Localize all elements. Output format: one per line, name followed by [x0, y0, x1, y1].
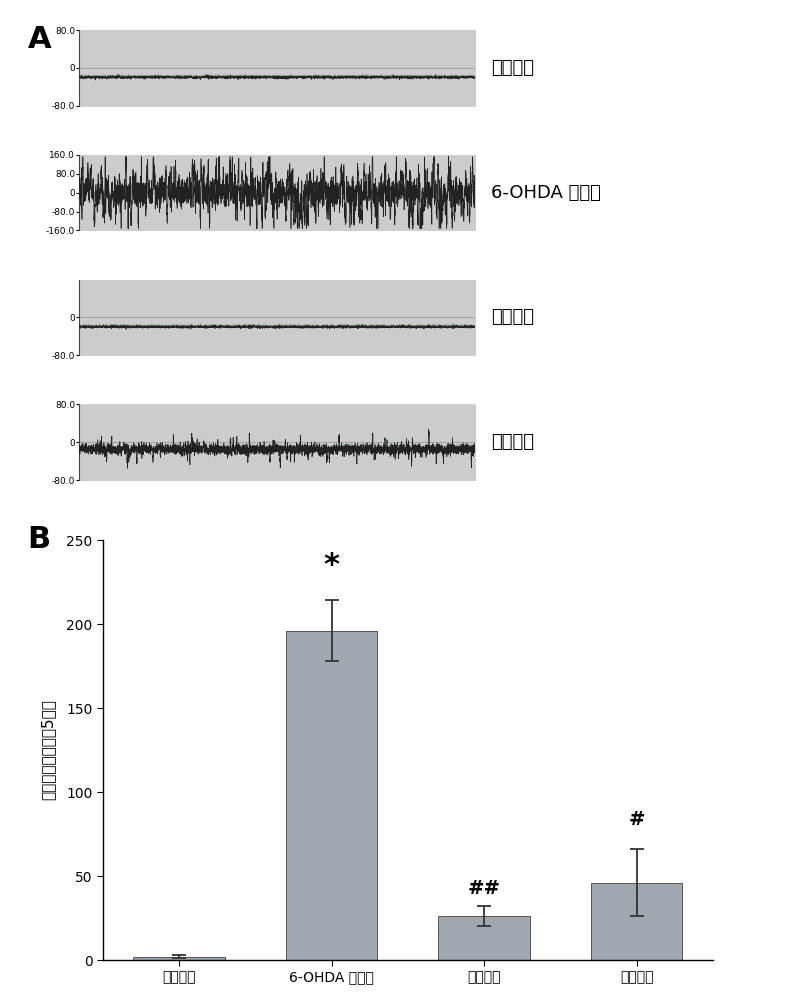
Text: *: *	[324, 551, 340, 580]
Text: A: A	[28, 25, 51, 54]
Text: B: B	[28, 525, 51, 554]
Text: 假手术组: 假手术组	[491, 59, 534, 77]
Text: 美多芭组: 美多芭组	[491, 433, 534, 451]
Bar	[286, 631, 378, 960]
Text: #: #	[628, 810, 645, 829]
Bar	[133, 957, 225, 960]
Text: ##: ##	[467, 879, 501, 898]
Text: 黄芩素组: 黄芩素组	[491, 308, 534, 326]
Bar	[591, 883, 683, 960]
Y-axis label: 震颧频率（次数／5秒）: 震颧频率（次数／5秒）	[40, 700, 55, 800]
Bar	[439, 916, 530, 960]
Text: 6-OHDA 模型组: 6-OHDA 模型组	[491, 184, 601, 202]
